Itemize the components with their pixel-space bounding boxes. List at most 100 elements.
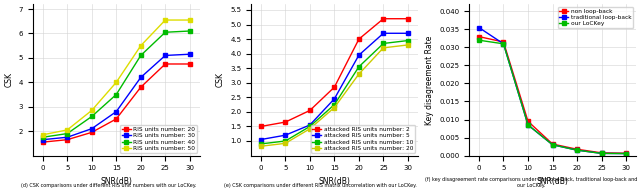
- attacked RIS units number: 2: (5, 1.65): 2: (5, 1.65): [282, 121, 289, 123]
- Text: (e) CSK comparisons under different RIS matrix uncorrelation with our LoCKey.: (e) CSK comparisons under different RIS …: [223, 183, 417, 188]
- RIS units number: 30: (25, 5.1): 30: (25, 5.1): [161, 54, 169, 57]
- RIS units number: 50: (20, 5.5): 50: (20, 5.5): [137, 44, 145, 47]
- our LoCKey: [500, 43, 508, 45]
- traditional loop-back: [598, 152, 605, 154]
- Legend: attacked RIS units number: 2, attacked RIS units number: 5, attacked RIS units n: attacked RIS units number: 2, attacked R…: [310, 125, 415, 153]
- attacked RIS units number: 5: (15, 2.45): 5: (15, 2.45): [330, 98, 338, 100]
- RIS units number: 50: (5, 2.05): 50: (5, 2.05): [63, 129, 71, 131]
- traditional loop-back: [500, 43, 508, 45]
- RIS units number: 30: (15, 2.8): 30: (15, 2.8): [113, 110, 120, 113]
- RIS units number: 30: (0, 1.65): 30: (0, 1.65): [39, 139, 47, 141]
- Line: traditional loop-back: traditional loop-back: [477, 26, 628, 155]
- RIS units number: 50: (10, 2.85): 50: (10, 2.85): [88, 109, 95, 112]
- X-axis label: SNR(dB): SNR(dB): [536, 177, 568, 186]
- RIS units number: 20: (30, 4.75): 20: (30, 4.75): [186, 63, 194, 65]
- attacked RIS units number: 2: (10, 2.05): 2: (10, 2.05): [306, 109, 314, 112]
- traditional loop-back: [573, 149, 581, 151]
- Line: attacked RIS units number: 2: attacked RIS units number: 2: [259, 17, 410, 128]
- our LoCKey: [598, 152, 605, 154]
- Line: RIS units number: 50: RIS units number: 50: [41, 18, 191, 137]
- attacked RIS units number: 10: (30, 4.45): 10: (30, 4.45): [404, 39, 412, 42]
- non loop-back: [598, 152, 605, 154]
- Legend: non loop-back, traditional loop-back, our LoCKey: non loop-back, traditional loop-back, ou…: [557, 7, 633, 28]
- Line: attacked RIS units number: 10: attacked RIS units number: 10: [259, 39, 410, 146]
- our LoCKey: [524, 124, 532, 126]
- RIS units number: 30: (5, 1.75): 30: (5, 1.75): [63, 136, 71, 138]
- our LoCKey: [622, 152, 630, 155]
- X-axis label: SNR(dB): SNR(dB): [100, 177, 132, 186]
- attacked RIS units number: 2: (15, 2.85): 2: (15, 2.85): [330, 86, 338, 88]
- RIS units number: 30: (20, 4.2): 30: (20, 4.2): [137, 76, 145, 78]
- Line: RIS units number: 20: RIS units number: 20: [41, 62, 191, 144]
- RIS units number: 40: (30, 6.1): 40: (30, 6.1): [186, 30, 194, 32]
- attacked RIS units number: 10: (15, 2.25): 10: (15, 2.25): [330, 104, 338, 106]
- RIS units number: 40: (5, 1.9): 40: (5, 1.9): [63, 132, 71, 135]
- attacked RIS units number: 20: (25, 4.2): 20: (25, 4.2): [380, 47, 387, 49]
- Line: our LoCKey: our LoCKey: [477, 39, 628, 155]
- attacked RIS units number: 10: (5, 1): 10: (5, 1): [282, 140, 289, 142]
- RIS units number: 40: (0, 1.75): 40: (0, 1.75): [39, 136, 47, 138]
- attacked RIS units number: 20: (20, 3.3): 20: (20, 3.3): [355, 73, 363, 75]
- RIS units number: 50: (15, 4): 50: (15, 4): [113, 81, 120, 83]
- RIS units number: 20: (5, 1.65): 20: (5, 1.65): [63, 139, 71, 141]
- our LoCKey: [475, 39, 483, 41]
- our LoCKey: [548, 144, 556, 146]
- RIS units number: 20: (10, 1.95): 20: (10, 1.95): [88, 131, 95, 134]
- non loop-back: [475, 36, 483, 38]
- attacked RIS units number: 5: (10, 1.55): 5: (10, 1.55): [306, 124, 314, 126]
- traditional loop-back: [622, 152, 630, 155]
- attacked RIS units number: 5: (5, 1.2): 5: (5, 1.2): [282, 134, 289, 136]
- RIS units number: 20: (20, 3.8): 20: (20, 3.8): [137, 86, 145, 88]
- non loop-back: [500, 41, 508, 43]
- Line: attacked RIS units number: 20: attacked RIS units number: 20: [259, 43, 410, 148]
- Y-axis label: Key disagreement Rate: Key disagreement Rate: [425, 35, 434, 125]
- Text: (d) CSK comparisons under different RIS unit numbers with our LoCKey.: (d) CSK comparisons under different RIS …: [21, 183, 196, 188]
- RIS units number: 20: (0, 1.55): 20: (0, 1.55): [39, 141, 47, 143]
- non loop-back: [524, 120, 532, 122]
- Line: RIS units number: 40: RIS units number: 40: [41, 29, 191, 139]
- Line: non loop-back: non loop-back: [477, 35, 628, 155]
- non loop-back: [573, 148, 581, 150]
- X-axis label: SNR(dB): SNR(dB): [319, 177, 350, 186]
- attacked RIS units number: 20: (0, 0.82): 20: (0, 0.82): [257, 145, 265, 147]
- Y-axis label: CSK: CSK: [216, 72, 225, 87]
- attacked RIS units number: 2: (0, 1.5): 2: (0, 1.5): [257, 125, 265, 127]
- attacked RIS units number: 2: (25, 5.2): 2: (25, 5.2): [380, 18, 387, 20]
- attacked RIS units number: 10: (20, 3.55): 10: (20, 3.55): [355, 66, 363, 68]
- attacked RIS units number: 5: (20, 3.95): 5: (20, 3.95): [355, 54, 363, 56]
- non loop-back: [548, 143, 556, 145]
- RIS units number: 50: (0, 1.85): 50: (0, 1.85): [39, 134, 47, 136]
- RIS units number: 20: (15, 2.5): 20: (15, 2.5): [113, 118, 120, 120]
- attacked RIS units number: 20: (30, 4.3): 20: (30, 4.3): [404, 44, 412, 46]
- attacked RIS units number: 20: (15, 2.15): 20: (15, 2.15): [330, 106, 338, 109]
- attacked RIS units number: 5: (0, 1.05): 5: (0, 1.05): [257, 138, 265, 141]
- RIS units number: 40: (25, 6.05): 40: (25, 6.05): [161, 31, 169, 33]
- attacked RIS units number: 10: (0, 0.9): 10: (0, 0.9): [257, 143, 265, 145]
- non loop-back: [622, 152, 630, 154]
- Line: RIS units number: 30: RIS units number: 30: [41, 52, 191, 141]
- RIS units number: 40: (20, 5.1): 40: (20, 5.1): [137, 54, 145, 57]
- RIS units number: 50: (30, 6.55): 50: (30, 6.55): [186, 19, 194, 21]
- attacked RIS units number: 5: (30, 4.7): 5: (30, 4.7): [404, 32, 412, 34]
- attacked RIS units number: 10: (10, 1.5): 10: (10, 1.5): [306, 125, 314, 127]
- Legend: RIS units number: 20, RIS units number: 30, RIS units number: 40, RIS units numb: RIS units number: 20, RIS units number: …: [120, 125, 196, 153]
- traditional loop-back: [524, 124, 532, 126]
- Y-axis label: CSK: CSK: [4, 72, 13, 87]
- attacked RIS units number: 10: (25, 4.35): 10: (25, 4.35): [380, 42, 387, 45]
- RIS units number: 20: (25, 4.75): 20: (25, 4.75): [161, 63, 169, 65]
- attacked RIS units number: 2: (20, 4.5): 2: (20, 4.5): [355, 38, 363, 40]
- attacked RIS units number: 20: (5, 0.92): 20: (5, 0.92): [282, 142, 289, 144]
- RIS units number: 40: (15, 3.5): 40: (15, 3.5): [113, 93, 120, 96]
- traditional loop-back: [548, 144, 556, 146]
- attacked RIS units number: 20: (10, 1.42): 20: (10, 1.42): [306, 128, 314, 130]
- RIS units number: 30: (10, 2.1): 30: (10, 2.1): [88, 127, 95, 130]
- RIS units number: 30: (30, 5.15): 30: (30, 5.15): [186, 53, 194, 55]
- our LoCKey: [573, 149, 581, 151]
- attacked RIS units number: 5: (25, 4.7): 5: (25, 4.7): [380, 32, 387, 34]
- Text: (f) key disagreement rate comparisons under non loop-back, traditional loop-back: (f) key disagreement rate comparisons un…: [425, 177, 637, 188]
- attacked RIS units number: 2: (30, 5.2): 2: (30, 5.2): [404, 18, 412, 20]
- traditional loop-back: [475, 26, 483, 29]
- RIS units number: 50: (25, 6.55): 50: (25, 6.55): [161, 19, 169, 21]
- RIS units number: 40: (10, 2.6): 40: (10, 2.6): [88, 115, 95, 118]
- Line: attacked RIS units number: 5: attacked RIS units number: 5: [259, 32, 410, 141]
